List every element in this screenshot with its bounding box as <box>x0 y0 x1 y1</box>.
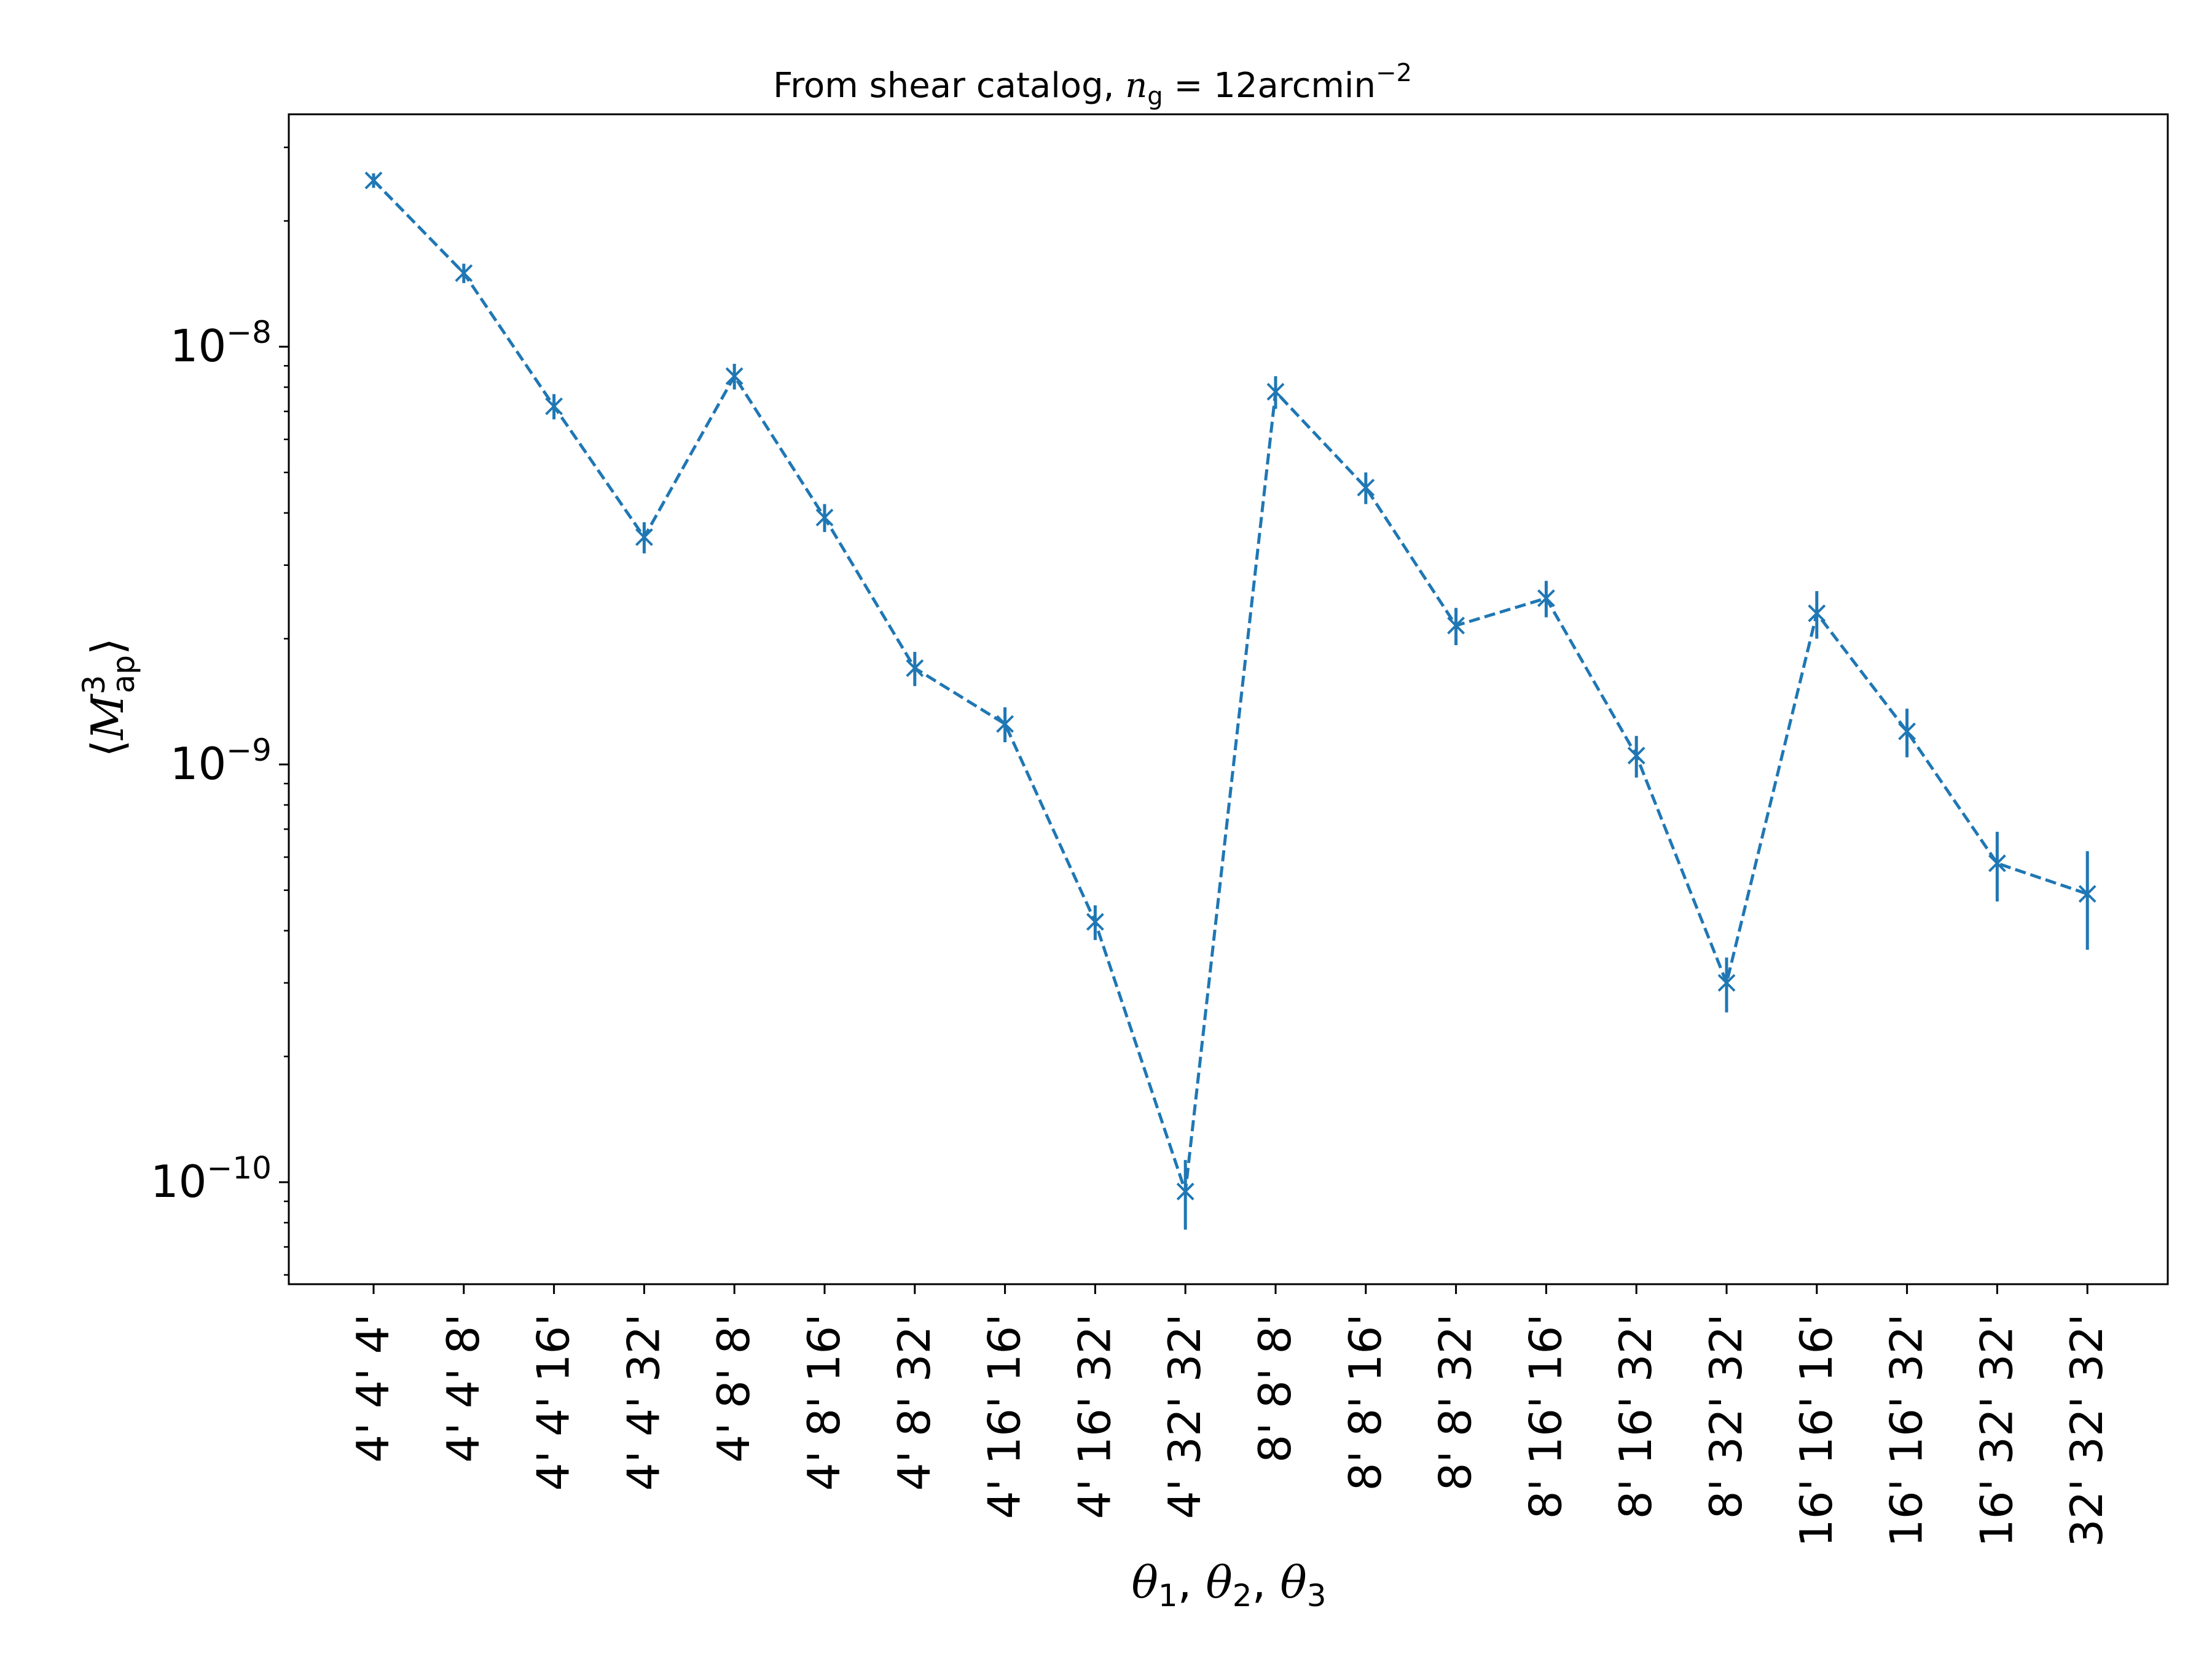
y-axis-label-open: ⟨ <box>82 740 133 757</box>
x-tick-label: 4' 8' 32' <box>888 1314 940 1491</box>
data-point-marker <box>1988 854 2006 873</box>
y-tick-label-exp: −10 <box>206 1150 272 1186</box>
x-tick-label: 4' 4' 16' <box>528 1314 579 1491</box>
y-axis-label-close: ⟩ <box>82 638 133 655</box>
data-point-marker <box>1447 616 1465 635</box>
x-tick-label: 8' 16' 32' <box>1610 1314 1661 1519</box>
data-point-marker <box>1357 479 1375 496</box>
y-tick-label: 10−10 <box>151 1150 272 1207</box>
x-axis-label-theta2: θ <box>1206 1556 1232 1608</box>
y-axis-label-sub: ap <box>106 655 141 693</box>
data-point-marker <box>635 528 653 546</box>
x-tick-label: 16' 32' 32' <box>1971 1314 2022 1547</box>
chart-title-equals: = 12arcmin <box>1163 66 1376 106</box>
data-point-marker <box>815 508 834 527</box>
y-axis-label: ⟨M3ap⟩ <box>76 638 141 757</box>
x-axis-label-theta1: θ <box>1131 1556 1158 1608</box>
chart-title-prefix: From shear catalog, <box>773 66 1125 106</box>
x-tick-label: 16' 16' 16' <box>1790 1314 1842 1547</box>
y-tick-label-base: 10 <box>170 320 227 372</box>
data-point-marker <box>545 397 563 415</box>
x-ticks: 4' 4' 4' 4' 4' 8' 4' 4' 16' 4' 4' 32' 4' 8' … <box>347 1284 2112 1547</box>
y-tick-label-base: 10 <box>170 738 227 790</box>
x-axis-label-sub2: 2 <box>1233 1578 1252 1614</box>
data-point-marker <box>2078 885 2096 903</box>
data-point-marker <box>364 171 383 190</box>
x-tick-label: 8' 32' 32' <box>1700 1314 1752 1519</box>
plot-frame <box>288 113 2169 1285</box>
series-line <box>372 179 2088 1192</box>
chart-title-symbol-sub: g <box>1147 82 1163 111</box>
data-point-marker <box>1086 912 1104 931</box>
data-point-marker <box>906 659 924 677</box>
x-tick-label: 4' 16' 16' <box>979 1314 1030 1519</box>
data-point-marker <box>1898 722 1916 740</box>
data-point-marker <box>725 367 743 385</box>
x-axis-label-sep1: , <box>1178 1556 1206 1608</box>
x-tick-label: 4' 4' 32' <box>618 1314 669 1491</box>
data-series <box>364 171 2096 1230</box>
x-tick-label: 8' 16' 16' <box>1520 1314 1571 1519</box>
data-point-marker <box>1537 589 1555 607</box>
x-tick-label: 8' 8' 16' <box>1339 1314 1391 1491</box>
x-tick-label: 4' 16' 32' <box>1069 1314 1120 1519</box>
y-major-ticks: 10−810−910−10 <box>151 315 289 1207</box>
data-point-marker <box>996 715 1014 733</box>
chart-title-symbol: n <box>1125 66 1147 106</box>
data-point-marker <box>1266 383 1285 401</box>
data-point-marker <box>1717 974 1736 992</box>
data-point-marker <box>1627 747 1645 765</box>
x-axis-label: θ1, θ2, θ3 <box>1131 1556 1326 1614</box>
x-axis-label-sub3: 3 <box>1307 1578 1327 1614</box>
y-tick-label-exp: −9 <box>226 732 272 768</box>
y-minor-ticks <box>284 146 289 1276</box>
y-axis-label-symbol: M <box>82 693 133 741</box>
data-point-marker <box>1808 604 1826 622</box>
x-tick-label: 4' 8' 16' <box>798 1314 850 1491</box>
x-axis-label-sep2: , <box>1252 1556 1281 1608</box>
x-tick-label: 4' 4' 4' <box>347 1314 399 1463</box>
y-tick-label: 10−9 <box>170 732 272 790</box>
y-tick-label-base: 10 <box>151 1156 207 1207</box>
chart-title-exponent: −2 <box>1376 59 1412 87</box>
x-tick-label: 4' 4' 8' <box>437 1314 489 1463</box>
y-tick-label-exp: −8 <box>226 315 272 350</box>
chart-title: From shear catalog, ng = 12arcmin−2 <box>773 59 1412 111</box>
y-tick-label: 10−8 <box>170 315 272 372</box>
data-point-marker <box>1176 1182 1194 1201</box>
x-tick-label: 32' 32' 32' <box>2061 1314 2112 1547</box>
x-tick-label: 8' 8' 32' <box>1430 1314 1481 1491</box>
x-tick-label: 4' 8' 8' <box>708 1314 759 1463</box>
x-tick-label: 4' 32' 32' <box>1159 1314 1210 1519</box>
y-axis-label-sup: 3 <box>76 675 112 694</box>
data-point-marker <box>455 264 473 282</box>
x-tick-label: 8' 8' 8' <box>1249 1314 1301 1463</box>
x-axis-label-theta3: θ <box>1280 1556 1306 1608</box>
x-tick-label: 16' 16' 32' <box>1881 1314 1932 1547</box>
x-axis-label-sub1: 1 <box>1158 1578 1178 1614</box>
